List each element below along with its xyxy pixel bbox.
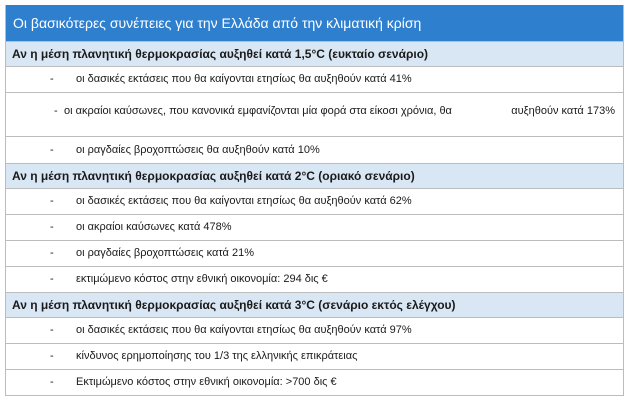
list-item: - κίνδυνος ερημοποίησης του 1/3 της ελλη… xyxy=(6,344,623,370)
bullet-dash: - xyxy=(50,273,54,285)
bullet-dash: - xyxy=(54,105,58,117)
item-text: οι ακραίοι καύσωνες κατά 478% xyxy=(76,221,232,233)
list-item: - οι δασικές εκτάσεις που θα καίγονται ε… xyxy=(6,189,623,215)
item-text: οι ραγδαίες βροχοπτώσεις θα αυξηθούν κατ… xyxy=(76,144,320,156)
list-item: - οι ακραίοι καύσωνες, που κανονικά εμφα… xyxy=(6,93,623,137)
bullet-dash: - xyxy=(50,324,54,336)
list-item: - οι ακραίοι καύσωνες κατά 478% xyxy=(6,215,623,241)
bullet-dash: - xyxy=(50,73,54,85)
item-text: κίνδυνος ερημοποίησης του 1/3 της ελληνι… xyxy=(76,350,358,362)
bullet-dash: - xyxy=(50,195,54,207)
list-item: - οι δασικές εκτάσεις που θα καίγονται ε… xyxy=(6,67,623,93)
item-text-tail: αυξηθούν κατά 173% xyxy=(511,105,615,117)
item-text: εκτιμώμενο κόστος στην εθνική οικονομία:… xyxy=(76,273,328,285)
section-header-2c: Αν η μέση πλανητική θερμοκρασίας αυξηθεί… xyxy=(6,164,623,189)
climate-impact-table: Οι βασικότερες συνέπειες για την Ελλάδα … xyxy=(5,5,624,396)
table-title: Οι βασικότερες συνέπειες για την Ελλάδα … xyxy=(6,5,623,42)
item-text: οι ραγδαίες βροχοπτώσεις κατά 21% xyxy=(76,247,254,259)
item-text: οι δασικές εκτάσεις που θα καίγονται ετη… xyxy=(76,73,412,85)
bullet-dash: - xyxy=(50,144,54,156)
list-item: - εκτιμώμενο κόστος στην εθνική οικονομί… xyxy=(6,267,623,293)
bullet-dash: - xyxy=(50,350,54,362)
list-item: - οι δασικές εκτάσεις που θα καίγονται ε… xyxy=(6,318,623,344)
section-header-1-5c: Αν η μέση πλανητική θερμοκρασίας αυξηθεί… xyxy=(6,42,623,67)
list-item: - οι ραγδαίες βροχοπτώσεις θα αυξηθούν κ… xyxy=(6,137,623,164)
bullet-dash: - xyxy=(50,247,54,259)
item-text: οι δασικές εκτάσεις που θα καίγονται ετη… xyxy=(76,195,412,207)
bullet-dash: - xyxy=(50,376,54,388)
section-header-3c: Αν η μέση πλανητική θερμοκρασίας αυξηθεί… xyxy=(6,293,623,318)
item-text: Εκτιμώμενο κόστος στην εθνική οικονομία:… xyxy=(76,376,337,388)
bullet-dash: - xyxy=(50,221,54,233)
list-item: - οι ραγδαίες βροχοπτώσεις κατά 21% xyxy=(6,241,623,267)
item-text: οι ακραίοι καύσωνες, που κανονικά εμφανί… xyxy=(64,105,452,117)
list-item: - Εκτιμώμενο κόστος στην εθνική οικονομί… xyxy=(6,370,623,396)
item-text: οι δασικές εκτάσεις που θα καίγονται ετη… xyxy=(76,324,412,336)
